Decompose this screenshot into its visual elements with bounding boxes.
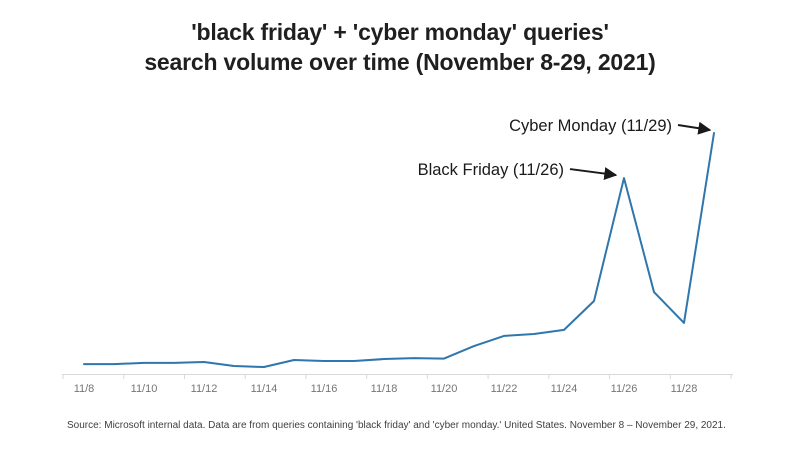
- x-axis-tick-label: 11/28: [671, 383, 698, 395]
- search-volume-line: [83, 132, 715, 369]
- x-axis-tick-label: 11/26: [611, 383, 638, 395]
- x-axis-tick-label: 11/16: [311, 383, 338, 395]
- x-axis-tick-label: 11/8: [74, 383, 95, 395]
- chart-title-line2: search volume over time (November 8-29, …: [144, 49, 656, 75]
- x-axis-tick-label: 11/24: [551, 383, 578, 395]
- x-axis: 11/8 11/10 11/12 11/14 11/16 11/18 11/20 11/22 1…: [62, 374, 733, 395]
- annotation-label: Cyber Monday (11/29): [509, 117, 672, 135]
- chart-title: 'black friday' + 'cyber monday' queries'…: [0, 17, 800, 77]
- x-axis-tick-label: 11/10: [131, 383, 158, 395]
- annotation-arrow: [569, 167, 618, 180]
- x-axis-tick-label: 11/14: [251, 383, 278, 395]
- annotations: Black Friday (11/26) Cyber Monday (11/29): [418, 117, 712, 180]
- x-axis-tick-label: 11/18: [371, 383, 398, 395]
- annotation-label: Black Friday (11/26): [418, 161, 564, 179]
- x-axis-tick-label: 11/12: [191, 383, 218, 395]
- source-note: Source: Microsoft internal data. Data ar…: [67, 420, 726, 431]
- x-axis-tick-label: 11/20: [431, 383, 458, 395]
- annotation-arrow: [677, 121, 712, 135]
- chart-title-line1: 'black friday' + 'cyber monday' queries': [191, 19, 609, 45]
- x-axis-tick-label: 11/22: [491, 383, 518, 395]
- line-series: [83, 132, 715, 369]
